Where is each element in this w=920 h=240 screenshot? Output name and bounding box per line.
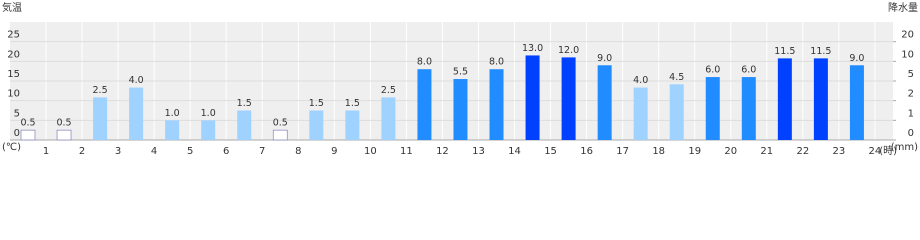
- y2-tick-label: 1: [908, 108, 914, 119]
- bar: [272, 129, 288, 141]
- bar: [165, 120, 180, 140]
- bar: [705, 77, 720, 140]
- bar: [633, 87, 648, 140]
- bar: [20, 129, 36, 141]
- value-label: 0.5: [273, 118, 288, 129]
- value-label: 2.5: [381, 85, 396, 96]
- value-label: 5.5: [453, 67, 468, 78]
- bar: [237, 110, 252, 140]
- x-tick-label: 18: [652, 146, 665, 157]
- bar: [417, 69, 432, 140]
- x-tick-label: 17: [616, 146, 629, 157]
- value-label: 8.0: [417, 57, 432, 68]
- left-unit: (℃): [2, 142, 21, 153]
- value-label: 1.0: [201, 108, 216, 119]
- y-tick-label: 5: [14, 108, 20, 119]
- y2-tick-label: 20: [901, 30, 914, 41]
- bar: [381, 97, 396, 140]
- bar: [813, 58, 828, 141]
- y2-tick-label: 10: [901, 49, 914, 60]
- left-axis-title: 気温: [2, 1, 22, 14]
- x-unit: (時): [879, 145, 897, 157]
- value-label: 9.0: [597, 53, 612, 64]
- x-tick-label: 13: [472, 146, 485, 157]
- bar: [56, 129, 72, 141]
- x-tick-label: 24: [869, 146, 882, 157]
- x-tick-label: 15: [544, 146, 557, 157]
- right-unit: (mm): [891, 142, 918, 153]
- y-tick-label: 25: [7, 30, 20, 41]
- x-tick-label: 5: [187, 146, 193, 157]
- value-label: 8.0: [489, 57, 504, 68]
- chart: 気温 降水量 (℃) (mm) (時) 05101520250125102010…: [2, 1, 918, 157]
- bar: [489, 69, 504, 140]
- x-tick-label: 10: [364, 146, 377, 157]
- x-tick-label: 22: [796, 146, 809, 157]
- x-tick-label: 7: [259, 146, 265, 157]
- value-label: 1.0: [165, 108, 180, 119]
- bar: [345, 110, 360, 140]
- x-tick-label: 4: [151, 146, 157, 157]
- y-tick-label: 0: [14, 128, 20, 139]
- value-label: 2.5: [93, 85, 108, 96]
- y2-tick-label: 0: [908, 128, 914, 139]
- bar: [309, 110, 324, 140]
- bar: [201, 120, 216, 140]
- x-tick-label: 2: [79, 146, 85, 157]
- value-label: 1.5: [237, 98, 252, 109]
- x-tick-label: 3: [115, 146, 121, 157]
- bar: [849, 65, 864, 140]
- value-label: 4.0: [129, 75, 144, 86]
- x-tick-label: 11: [400, 146, 413, 157]
- y-tick-label: 15: [7, 69, 20, 80]
- x-tick-label: 16: [580, 146, 593, 157]
- bar: [561, 57, 576, 140]
- y-tick-label: 20: [7, 49, 20, 60]
- bar: [669, 84, 684, 140]
- x-tick-label: 6: [223, 146, 229, 157]
- y-tick-label: 10: [7, 89, 20, 100]
- bar: [525, 55, 540, 140]
- bar: [453, 79, 468, 140]
- x-tick-label: 14: [508, 146, 521, 157]
- bar: [777, 58, 792, 141]
- value-label: 4.0: [633, 75, 648, 86]
- x-tick-label: 20: [724, 146, 737, 157]
- bar: [741, 77, 756, 140]
- x-tick-label: 21: [760, 146, 773, 157]
- value-label: 4.5: [669, 72, 684, 83]
- x-tick-label: 12: [436, 146, 449, 157]
- right-axis-title: 降水量: [888, 1, 918, 14]
- value-label: 11.5: [774, 46, 795, 57]
- value-label: 0.5: [20, 118, 35, 129]
- value-label: 0.5: [56, 118, 71, 129]
- x-tick-label: 8: [295, 146, 301, 157]
- value-label: 12.0: [558, 45, 579, 56]
- value-label: 1.5: [345, 98, 360, 109]
- value-label: 9.0: [849, 53, 864, 64]
- value-label: 6.0: [705, 65, 720, 76]
- y2-tick-label: 2: [908, 89, 914, 100]
- value-label: 6.0: [741, 65, 756, 76]
- y2-tick-label: 5: [908, 69, 914, 80]
- x-tick-label: 19: [688, 146, 701, 157]
- value-label: 13.0: [522, 43, 543, 54]
- value-label: 11.5: [810, 46, 831, 57]
- x-tick-label: 23: [833, 146, 846, 157]
- bar: [93, 97, 108, 140]
- x-tick-label: 9: [331, 146, 337, 157]
- bar: [129, 87, 144, 140]
- bar: [597, 65, 612, 140]
- x-tick-label: 1: [43, 146, 49, 157]
- value-label: 1.5: [309, 98, 324, 109]
